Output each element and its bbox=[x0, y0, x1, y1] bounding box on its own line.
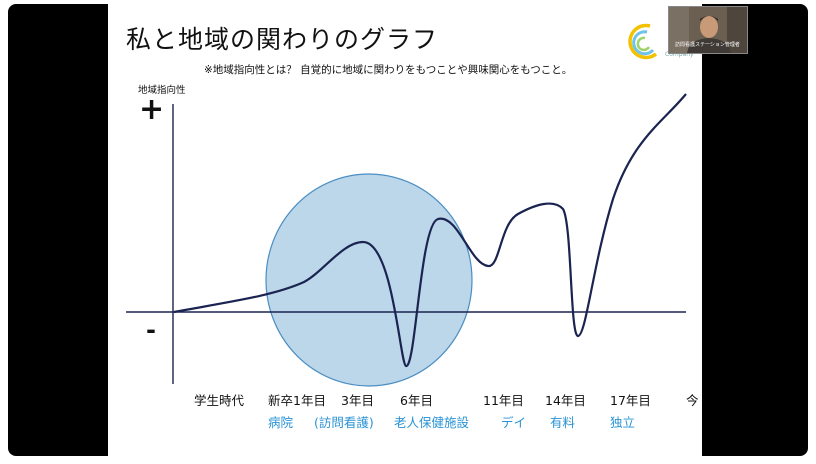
sublabel-independent: 独立 bbox=[610, 415, 636, 430]
x-label-year17: 17年目 bbox=[610, 393, 651, 408]
sublabel-home-nursing: (訪問看護) bbox=[314, 415, 374, 430]
chart-canvas bbox=[126, 93, 687, 387]
x-label-year3: 3年目 bbox=[341, 393, 374, 408]
x-label-year1: 新卒1年目 bbox=[268, 393, 326, 408]
sublabel-day-service: デイ bbox=[501, 415, 527, 430]
highlight-ellipse bbox=[265, 173, 473, 387]
sublabel-paid-home: 有料 bbox=[550, 415, 576, 430]
x-label-year6: 6年目 bbox=[400, 393, 433, 408]
x-label-year11: 11年目 bbox=[483, 393, 524, 408]
sublabel-hospital: 病院 bbox=[268, 415, 294, 430]
presentation-window: 私と地域の関わりのグラフ ※地域指向性とは？ 自覚的に地域に関わりをもつことや興… bbox=[8, 4, 808, 456]
participant-avatar bbox=[669, 7, 747, 53]
plus-sign: + bbox=[139, 92, 165, 127]
ring-logo-icon bbox=[628, 23, 658, 60]
slide: 私と地域の関わりのグラフ ※地域指向性とは？ 自覚的に地域に関わりをもつことや興… bbox=[108, 4, 702, 456]
company-text: Company bbox=[665, 51, 694, 58]
x-label-now: 今 bbox=[686, 393, 699, 408]
minus-sign: - bbox=[146, 316, 156, 344]
slide-title: 私と地域の関わりのグラフ bbox=[126, 25, 439, 54]
x-label-student: 学生時代 bbox=[194, 393, 245, 408]
y-axis-label: 地域指向性 bbox=[138, 85, 186, 96]
slide-subtitle: ※地域指向性とは？ 自覚的に地域に関わりをもつことや興味関心をもつこと。 bbox=[204, 64, 573, 76]
trend-curve bbox=[173, 93, 687, 368]
participant-video-tile[interactable]: 訪問看護ステーション管理者 bbox=[668, 6, 748, 54]
participant-name-label: 訪問看護ステーション管理者 bbox=[675, 42, 740, 48]
x-label-year14: 14年目 bbox=[545, 393, 586, 408]
sublabel-geriatric-facility: 老人保健施設 bbox=[394, 415, 470, 430]
